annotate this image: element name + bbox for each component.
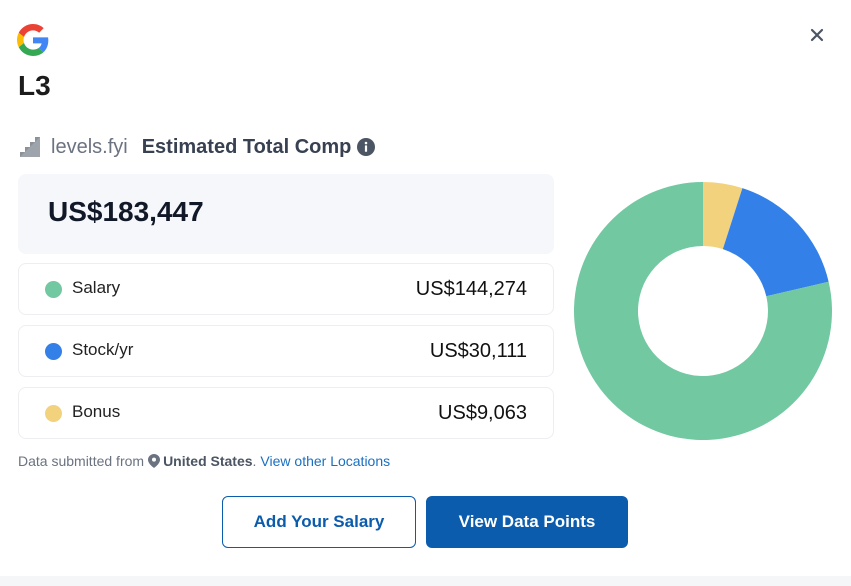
- info-icon[interactable]: [357, 138, 376, 156]
- levels-fyi-stairs-icon: [20, 137, 40, 157]
- view-other-locations-link[interactable]: View other Locations: [260, 453, 391, 469]
- footnote-country: United States: [163, 453, 253, 469]
- location-pin-icon: [148, 454, 161, 468]
- salary-dot-icon: [45, 281, 62, 298]
- breakdown-amount: US$30,111: [429, 340, 527, 362]
- brand-name: levels.fyi: [51, 135, 128, 158]
- breakdown-label: Salary: [72, 278, 121, 297]
- donut-slice-salary: [574, 182, 832, 441]
- donut-slice-bonus: [703, 182, 743, 250]
- donut-slice-stock-yr: [722, 188, 829, 297]
- breakdown-row-bonus: Bonus US$9,063: [18, 387, 554, 439]
- data-source-footnote: Data submitted from United States. View …: [18, 453, 390, 469]
- bonus-dot-icon: [45, 405, 62, 422]
- google-g-icon: [17, 24, 49, 56]
- estimated-total-comp-label: Estimated Total Comp: [141, 135, 352, 158]
- breakdown-label: Bonus: [72, 402, 121, 421]
- close-icon[interactable]: [806, 24, 828, 46]
- bottom-divider: [0, 576, 851, 586]
- add-your-salary-button[interactable]: Add Your Salary: [222, 496, 416, 548]
- brand-row: levels.fyi Estimated Total Comp: [18, 133, 376, 161]
- comp-donut-chart: [574, 182, 832, 441]
- breakdown-label: Stock/yr: [72, 340, 134, 359]
- footnote-separator: .: [252, 453, 257, 469]
- breakdown-row-salary: Salary US$144,274: [18, 263, 554, 315]
- breakdown-amount: US$144,274: [415, 278, 527, 300]
- breakdown-amount: US$9,063: [438, 402, 527, 424]
- stock-dot-icon: [45, 343, 62, 360]
- footnote-prefix: Data submitted from: [18, 453, 145, 469]
- view-data-points-button[interactable]: View Data Points: [426, 496, 628, 548]
- page-title: L3: [18, 70, 51, 101]
- total-comp-value: US$183,447: [48, 196, 204, 227]
- breakdown-row-stock: Stock/yr US$30,111: [18, 325, 554, 377]
- total-comp-box: US$183,447: [18, 174, 554, 254]
